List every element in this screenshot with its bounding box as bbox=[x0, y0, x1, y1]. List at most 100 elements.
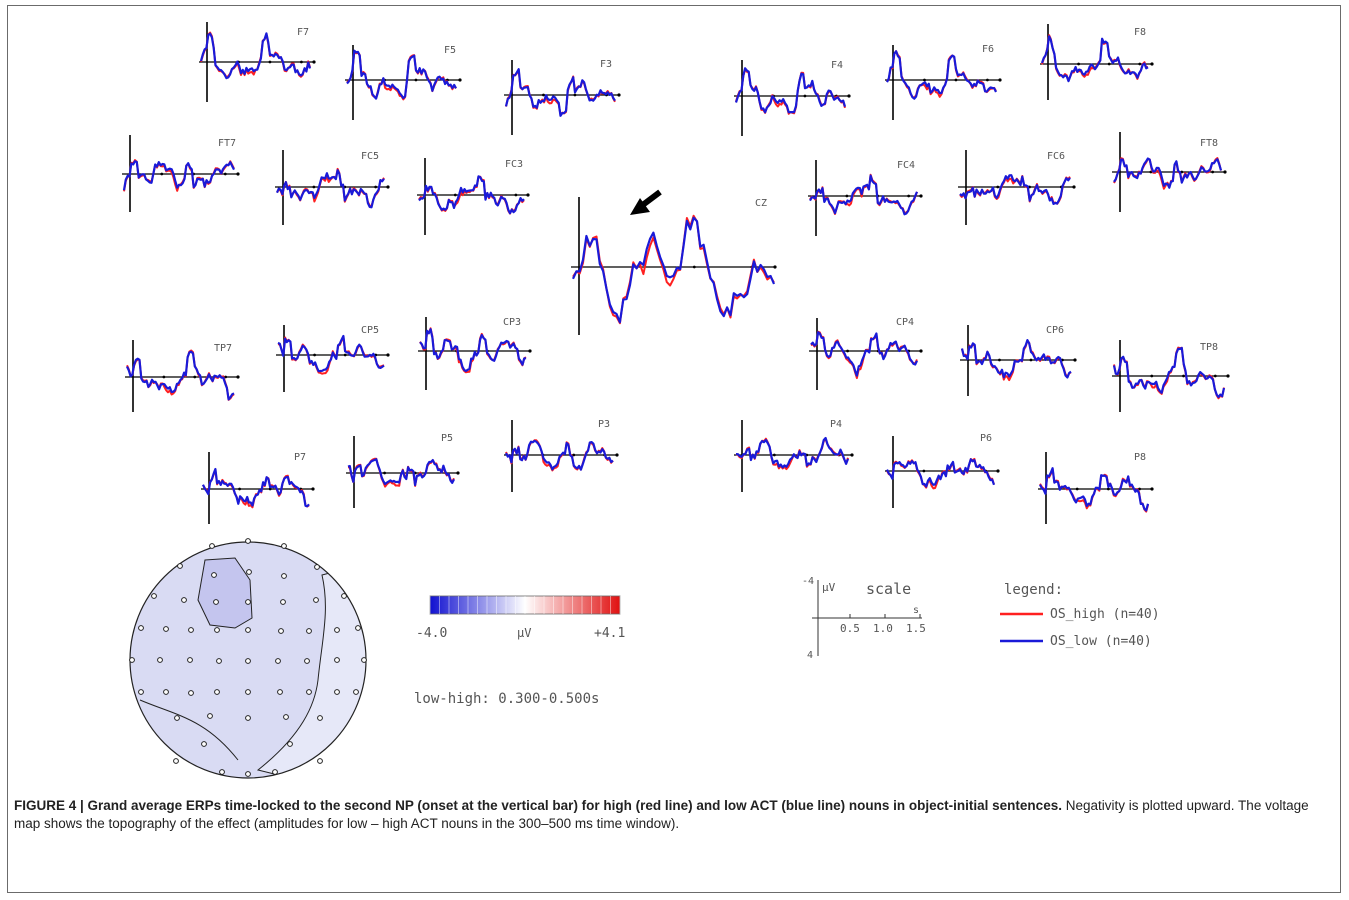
topomap-electrodes bbox=[129, 538, 367, 777]
time-tick bbox=[383, 471, 386, 475]
erp-panel-cp4: CP4 bbox=[809, 317, 923, 390]
time-tick bbox=[998, 358, 1001, 362]
scale-x-tick-1: 0.5 bbox=[840, 622, 860, 635]
electrode-dot bbox=[281, 573, 287, 579]
electrode-label: F7 bbox=[297, 27, 309, 38]
scale-y-top: -4 bbox=[802, 576, 814, 587]
electrode-dot bbox=[334, 657, 340, 663]
electrode-dot bbox=[138, 625, 144, 631]
erp-panel-f8: F8 bbox=[1040, 24, 1154, 100]
electrode-dot bbox=[214, 689, 220, 695]
time-tick bbox=[1077, 62, 1080, 66]
time-tick bbox=[907, 194, 911, 198]
legend: legend: OS_high (n=40) OS_low (n=40) bbox=[1000, 582, 1160, 649]
time-tick bbox=[223, 172, 227, 176]
electrode-dot bbox=[174, 715, 180, 721]
colorbar: -4.0 µV +4.1 low-high: 0.300-0.500s bbox=[414, 595, 625, 707]
electrode-dot bbox=[245, 599, 251, 605]
electrode-dot bbox=[304, 658, 310, 664]
electrode-dot bbox=[283, 714, 289, 720]
time-tick bbox=[268, 487, 272, 491]
time-tick bbox=[224, 375, 228, 379]
waveform-os-low bbox=[886, 50, 997, 100]
waveform-os-low bbox=[1113, 157, 1223, 189]
time-tick bbox=[268, 60, 272, 64]
electrode-dot bbox=[216, 658, 222, 664]
axis-end bbox=[386, 353, 390, 357]
time-tick bbox=[1106, 487, 1110, 491]
waveform-os-low bbox=[810, 331, 918, 377]
electrode-dot bbox=[314, 564, 320, 570]
waveform-os-low bbox=[959, 174, 1071, 205]
colorbar-max-label: +4.1 bbox=[594, 626, 625, 641]
electrode-dot bbox=[317, 715, 323, 721]
time-tick bbox=[1029, 358, 1033, 362]
electrode-dot bbox=[277, 689, 283, 695]
axis-end bbox=[919, 194, 923, 198]
electrode-dot bbox=[177, 563, 183, 569]
scale-unit: µV bbox=[822, 581, 836, 594]
electrode-label: F4 bbox=[831, 60, 843, 71]
colorbar-unit-label: µV bbox=[517, 626, 531, 640]
time-tick bbox=[542, 93, 545, 97]
time-tick bbox=[374, 185, 378, 189]
waveform-os-low bbox=[505, 439, 614, 471]
electrode-dot bbox=[272, 769, 278, 775]
time-tick bbox=[193, 375, 197, 379]
electrode-label: P8 bbox=[1134, 452, 1146, 463]
axis-end bbox=[236, 172, 240, 176]
figure-caption: FIGURE 4 | Grand average ERPs time-locke… bbox=[14, 797, 1334, 833]
scale-x-tick-3: 1.5 bbox=[906, 622, 926, 635]
waveform-os-low bbox=[199, 32, 312, 80]
electrode-dot bbox=[278, 628, 284, 634]
electrode-label: F3 bbox=[600, 59, 612, 70]
electrode-label: FC3 bbox=[505, 159, 523, 170]
axis-end bbox=[1150, 487, 1154, 491]
colorbar-gradient bbox=[429, 595, 621, 615]
scale-x-unit: s bbox=[913, 605, 919, 616]
electrode-dot bbox=[245, 771, 251, 777]
electrode-label: CP4 bbox=[896, 317, 914, 328]
time-tick bbox=[1138, 62, 1142, 66]
erp-panel-fc4: FC4 bbox=[808, 160, 923, 236]
erp-panels: F7 F5 F3 F4 F6 F8 FT7 FC5 FC3 FC4 FC6 FT8 CZ TP7 CP5 CP… bbox=[122, 22, 1230, 524]
erp-panel-tp7: TP7 bbox=[125, 340, 240, 412]
electrode-dot bbox=[275, 658, 281, 664]
time-tick bbox=[1150, 374, 1154, 378]
erp-panel-f6: F6 bbox=[885, 44, 1002, 120]
electrode-label: FT7 bbox=[218, 138, 236, 149]
axis-end bbox=[1072, 185, 1076, 189]
electrode-dot bbox=[201, 741, 207, 747]
waveform-os-low bbox=[418, 175, 525, 215]
time-window-label: low-high: 0.300-0.500s bbox=[414, 691, 599, 707]
time-tick bbox=[160, 172, 164, 176]
electrode-label: F6 bbox=[982, 44, 994, 55]
time-tick bbox=[573, 93, 577, 97]
electrode-label: FC5 bbox=[361, 151, 379, 162]
scale-title: scale bbox=[866, 580, 911, 598]
erp-panel-f4: F4 bbox=[734, 60, 851, 136]
erp-panel-f7: F7 bbox=[199, 22, 316, 102]
time-tick bbox=[1107, 62, 1111, 66]
axis-end bbox=[773, 265, 777, 269]
erp-panel-tp8: TP8 bbox=[1112, 340, 1230, 412]
erp-panel-cp3: CP3 bbox=[418, 317, 532, 390]
voltage-topomap bbox=[129, 538, 367, 779]
waveform-os-low bbox=[1040, 35, 1149, 83]
electrode-label: CP6 bbox=[1046, 325, 1064, 336]
electrode-label: P4 bbox=[830, 419, 842, 430]
erp-panel-p8: P8 bbox=[1038, 452, 1154, 524]
erp-panel-p3: P3 bbox=[504, 419, 619, 492]
time-tick bbox=[312, 185, 316, 189]
electrode-dot bbox=[313, 597, 319, 603]
axis-end bbox=[456, 471, 460, 475]
electrode-label: CP5 bbox=[361, 325, 379, 336]
electrode-dot bbox=[355, 625, 361, 631]
electrode-label: FC6 bbox=[1047, 151, 1065, 162]
legend-label-low: OS_low (n=40) bbox=[1050, 634, 1152, 649]
waveform-os-high bbox=[886, 457, 995, 490]
time-tick bbox=[343, 353, 347, 357]
time-tick bbox=[300, 60, 303, 64]
waveform-os-low bbox=[886, 458, 996, 488]
waveform-os-low bbox=[419, 328, 527, 373]
